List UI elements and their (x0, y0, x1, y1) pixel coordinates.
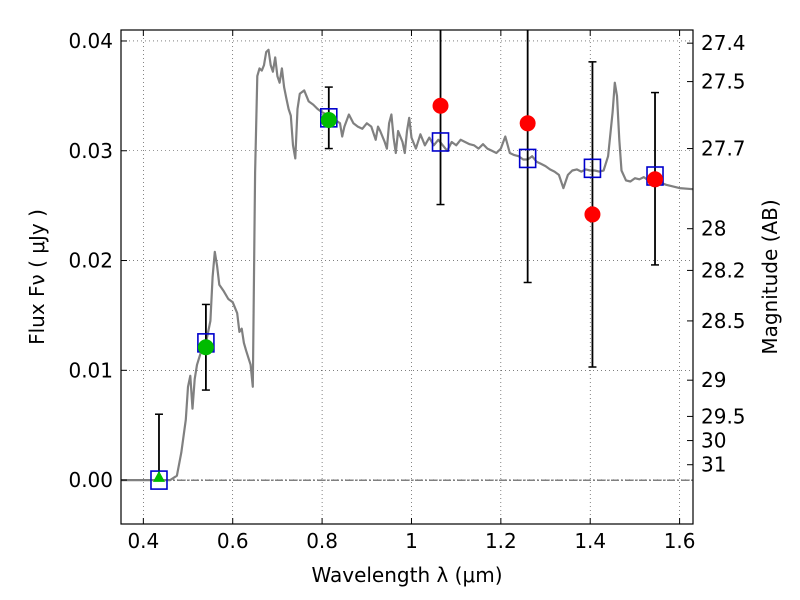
x-axis-label: Wavelength λ (μm) (311, 563, 502, 587)
mag-tick-label: 30 (701, 429, 726, 453)
red-flux-points (432, 97, 664, 223)
mag-tick-label: 27.5 (701, 70, 746, 94)
upper-limit-points (152, 470, 165, 482)
magnitude-axis-label: Magnitude (AB) (758, 199, 782, 354)
x-tick-label: 1.2 (485, 529, 517, 553)
model-square-marker (518, 148, 537, 169)
x-tick-label: 0.4 (127, 529, 159, 553)
x-tick-label: 1 (405, 529, 418, 553)
x-tick-label: 0.8 (306, 529, 338, 553)
x-tick-label: 1.6 (664, 529, 696, 553)
x-tick-label: 1.4 (574, 529, 606, 553)
mag-tick-label: 29 (701, 368, 726, 392)
red-point (519, 115, 536, 132)
model-square-marker (431, 132, 450, 152)
green-point (320, 112, 337, 129)
x-axis-ticks: 0.4 0.6 0.8 1 1.2 1.4 1.6 (127, 30, 696, 553)
y-axis-ticks: 0.00 0.01 0.02 0.03 0.04 (68, 29, 127, 492)
y-tick-label: 0.00 (68, 468, 113, 492)
red-point (432, 97, 449, 114)
y-tick-label: 0.03 (68, 139, 113, 163)
red-point (584, 206, 601, 223)
plot-frame (120, 29, 694, 525)
mag-tick-label: 28 (701, 217, 726, 241)
y-axis-label: Flux Fν ( μJy ) (25, 209, 49, 345)
mag-tick-label: 27.4 (701, 31, 746, 55)
mag-tick-label: 27.7 (701, 137, 746, 161)
mag-tick-label: 31 (701, 453, 726, 477)
mag-tick-label: 29.5 (701, 404, 746, 428)
y-tick-label: 0.02 (68, 249, 113, 273)
mag-tick-label: 28.2 (701, 258, 746, 282)
model-sed-curve (121, 48, 694, 482)
plot-background (121, 30, 693, 524)
detection-points (197, 112, 337, 356)
y-tick-label: 0.01 (68, 358, 113, 382)
green-point (197, 339, 214, 356)
green-triangle (152, 470, 165, 482)
red-point (647, 171, 664, 188)
x-tick-label: 0.6 (217, 529, 249, 553)
y-tick-label: 0.04 (68, 29, 113, 53)
sed-line (121, 48, 694, 482)
model-square-marker (583, 158, 602, 179)
mag-tick-label: 28.5 (701, 309, 746, 333)
